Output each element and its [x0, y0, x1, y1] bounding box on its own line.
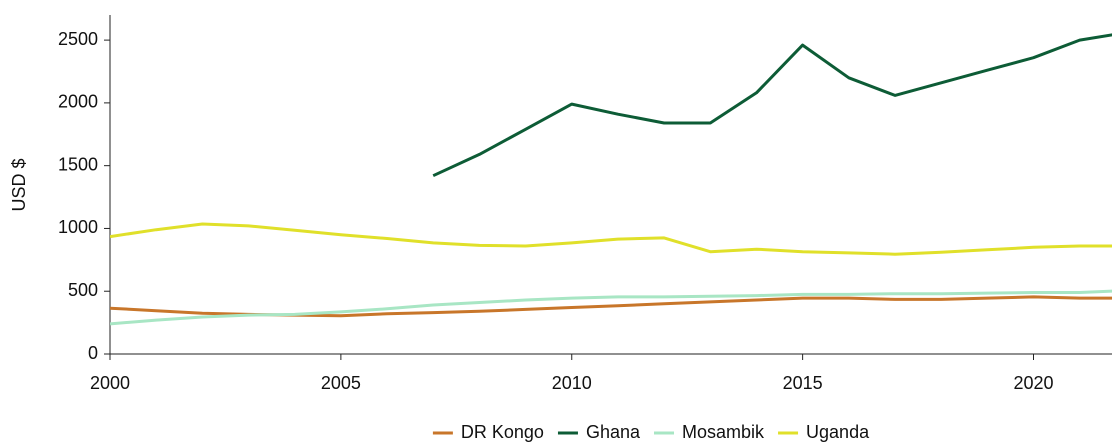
legend-label: Uganda: [806, 422, 870, 442]
plot-area: [110, 33, 1112, 326]
y-tick-label: 0: [88, 343, 98, 363]
y-axis-label: USD $: [9, 158, 29, 211]
y-tick-label: 1500: [58, 154, 98, 174]
x-tick-label: 2005: [321, 373, 361, 393]
legend: DR Kongo Ghana Mosambik Uganda: [432, 422, 870, 442]
y-tick-label: 2500: [58, 29, 98, 49]
series-line: [110, 222, 1112, 256]
y-tick-label: 1000: [58, 217, 98, 237]
legend-label: Ghana: [586, 422, 641, 442]
series-line: [110, 295, 1112, 318]
x-tick-label: 2020: [1013, 373, 1053, 393]
legend-label: DR Kongo: [461, 422, 544, 442]
x-tick-label: 2010: [552, 373, 592, 393]
series-line: [432, 33, 1112, 178]
series-line: [110, 289, 1112, 326]
legend-label: Mosambik: [682, 422, 765, 442]
y-tick-label: 500: [68, 280, 98, 300]
y-tick-label: 2000: [58, 92, 98, 112]
x-tick-label: 2000: [90, 373, 130, 393]
x-tick-label: 2015: [783, 373, 823, 393]
